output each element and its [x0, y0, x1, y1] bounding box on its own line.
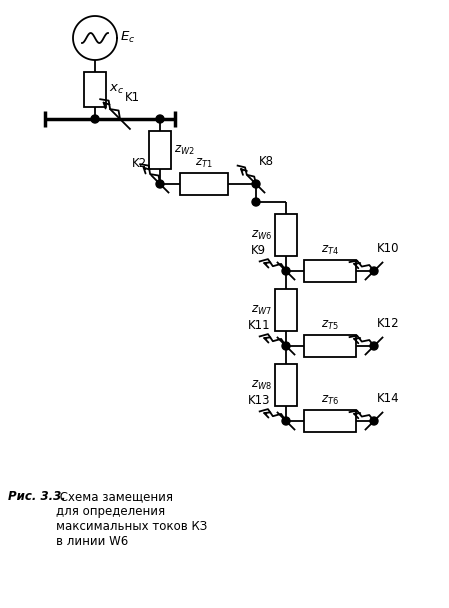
Circle shape	[156, 180, 164, 188]
Text: $z_{T4}$: $z_{T4}$	[321, 244, 339, 257]
Text: $z_{W6}$: $z_{W6}$	[251, 229, 272, 241]
Bar	[275, 364, 297, 406]
Circle shape	[282, 417, 290, 425]
Bar	[84, 72, 106, 107]
Circle shape	[282, 267, 290, 275]
Text: $x_c$: $x_c$	[109, 83, 124, 96]
Text: $E_c$: $E_c$	[120, 30, 135, 45]
Bar	[275, 214, 297, 256]
Text: Рис. 3.3.: Рис. 3.3.	[8, 490, 66, 503]
Text: $z_{T5}$: $z_{T5}$	[321, 319, 339, 332]
Text: K9: K9	[251, 244, 266, 257]
Bar	[149, 131, 171, 169]
Text: K14: K14	[377, 392, 400, 405]
Text: K12: K12	[377, 317, 400, 330]
Bar	[180, 173, 228, 195]
Bar	[304, 410, 356, 432]
Text: K2: K2	[132, 157, 147, 170]
Text: $z_{T1}$: $z_{T1}$	[195, 157, 213, 170]
Circle shape	[370, 417, 378, 425]
Circle shape	[282, 342, 290, 350]
Bar	[304, 335, 356, 357]
Text: $z_{W2}$: $z_{W2}$	[174, 143, 195, 156]
Circle shape	[156, 115, 164, 123]
Circle shape	[370, 267, 378, 275]
Text: $z_{W8}$: $z_{W8}$	[251, 378, 272, 392]
Circle shape	[252, 198, 260, 206]
Bar	[275, 289, 297, 331]
Text: K11: K11	[248, 319, 271, 332]
Circle shape	[91, 115, 99, 123]
Circle shape	[370, 342, 378, 350]
Text: K1: K1	[125, 91, 140, 104]
Bar	[304, 260, 356, 282]
Text: K13: K13	[248, 394, 270, 407]
Text: $z_{T6}$: $z_{T6}$	[321, 394, 339, 407]
Text: K8: K8	[259, 155, 274, 168]
Text: $z_{W7}$: $z_{W7}$	[251, 303, 272, 317]
Text: Схема замещения
для определения
максимальных токов КЗ
в линии W6: Схема замещения для определения максимал…	[56, 490, 207, 548]
Circle shape	[252, 180, 260, 188]
Text: K10: K10	[377, 242, 400, 255]
